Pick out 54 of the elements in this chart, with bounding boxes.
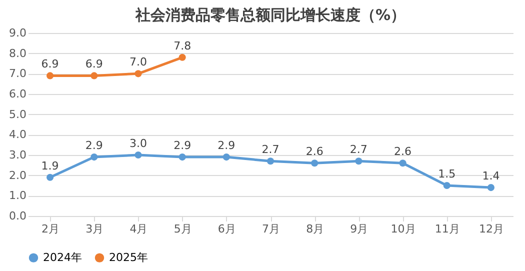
data-label: 6.9 [41, 58, 59, 71]
data-label: 2.6 [394, 145, 412, 158]
x-tick-label: 11月 [434, 222, 460, 236]
y-tick-label: 2.0 [9, 168, 26, 182]
y-tick-label: 9.0 [9, 26, 26, 40]
y-tick-label: 5.0 [9, 108, 26, 121]
point [134, 151, 142, 159]
data-label: 2.9 [85, 139, 103, 152]
x-tick-label: 7月 [262, 222, 280, 236]
data-label: 1.9 [41, 159, 59, 172]
point [134, 70, 142, 78]
x-tick-label: 6月 [218, 222, 236, 236]
y-tick-label: 3.0 [9, 148, 26, 162]
data-label: 6.9 [85, 58, 103, 71]
data-label: 2.7 [350, 143, 368, 156]
x-tick-label: 9月 [350, 222, 368, 236]
point [266, 158, 274, 165]
y-tick-label: 4.0 [9, 128, 26, 142]
y-tick-label: 8.0 [9, 46, 26, 60]
x-tick-label: 5月 [174, 222, 192, 236]
y-tick-label: 1.0 [9, 189, 26, 202]
point [487, 184, 494, 192]
point [222, 154, 230, 161]
legend-label: 2024年 [43, 250, 82, 264]
data-label: 2.7 [262, 143, 280, 156]
data-label: 7.0 [129, 56, 147, 69]
y-tick-label: 0.0 [9, 210, 26, 222]
x-tick-label: 10月 [390, 222, 416, 236]
point [399, 160, 406, 167]
point [443, 182, 450, 190]
x-tick-label: 2月 [42, 222, 60, 236]
data-label: 2.6 [306, 145, 324, 158]
x-tick-label: 3月 [86, 222, 104, 236]
data-label: 1.5 [438, 168, 456, 180]
data-label: 1.4 [482, 170, 500, 183]
point [46, 174, 54, 181]
point [178, 54, 186, 61]
x-tick-label: 8月 [306, 222, 324, 236]
y-tick-label: 7.0 [9, 67, 26, 80]
point [178, 154, 186, 161]
point [355, 158, 362, 165]
data-label: 3.0 [129, 137, 147, 150]
legend-label: 2025年 [109, 250, 148, 264]
data-label: 2.9 [174, 139, 192, 152]
point [90, 72, 98, 80]
x-tick-label: 12月 [478, 222, 504, 236]
x-tick-label: 4月 [130, 222, 148, 236]
data-label: 7.8 [174, 39, 192, 52]
point [46, 72, 54, 80]
data-label: 2.9 [218, 139, 236, 152]
y-tick-label: 6.0 [9, 88, 26, 100]
chart-title: 社会消费品零售总额同比增长速度（%） [134, 6, 406, 24]
point [90, 154, 98, 161]
point [311, 160, 318, 167]
